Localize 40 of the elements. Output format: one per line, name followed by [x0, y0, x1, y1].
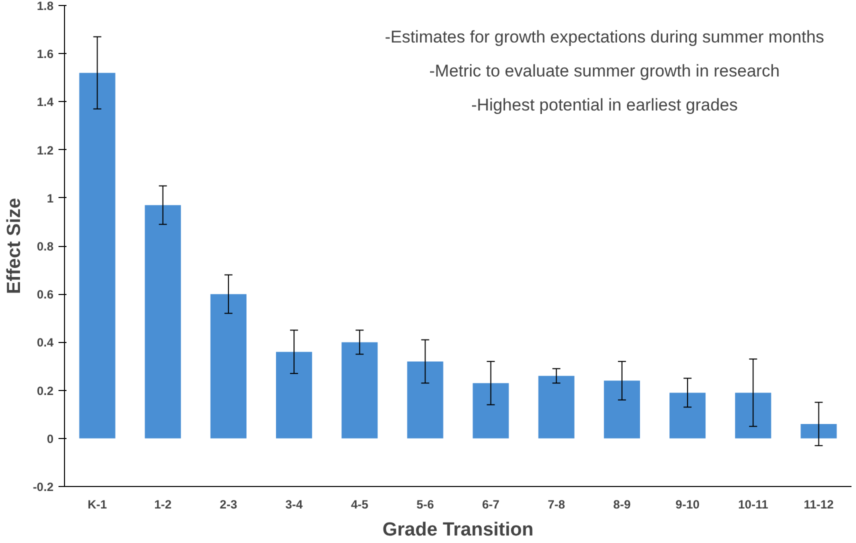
y-tick-label: 0.2	[36, 384, 54, 398]
bar	[210, 294, 246, 438]
bar	[472, 383, 509, 438]
bar	[276, 352, 312, 438]
y-tick-label: 0.8	[36, 240, 54, 254]
y-axis-title: Effect Size	[4, 198, 25, 294]
x-tick-label: 11-12	[804, 498, 834, 512]
y-tick-label: 1.4	[36, 95, 54, 110]
x-tick-label: 8-9	[613, 498, 631, 512]
y-tick-label: 1.8	[36, 0, 54, 13]
bar	[79, 72, 116, 438]
bar	[538, 376, 574, 438]
x-tick-label: 2-3	[220, 498, 238, 512]
x-tick-label: 5-6	[416, 498, 434, 512]
bar	[604, 380, 640, 438]
x-tick-label: 1-2	[154, 498, 172, 512]
bar	[735, 392, 772, 438]
annotation: -Highest potential in earliest grades	[471, 96, 738, 114]
bar	[342, 342, 378, 438]
y-tick-label: 1.6	[36, 47, 54, 62]
x-tick-label: 9-10	[676, 498, 700, 512]
bar	[144, 205, 181, 438]
y-tick-label: 0.4	[36, 336, 54, 350]
y-tick-label: -0.2	[32, 480, 54, 494]
bar	[800, 424, 837, 438]
y-tick-label: 0.6	[36, 288, 54, 302]
x-tick-label: 3-4	[285, 498, 304, 512]
bar	[670, 392, 706, 438]
x-tick-label: K-1	[88, 498, 108, 512]
bar	[407, 361, 444, 438]
x-tick-label: 10-11	[738, 498, 768, 512]
x-tick-label: 7-8	[548, 498, 566, 512]
x-tick-label: 6-7	[482, 498, 500, 512]
y-tick-label: 0	[46, 432, 54, 446]
y-tick-label: 1	[46, 191, 54, 206]
y-tick-label: 1.2	[36, 143, 54, 158]
annotation: -Metric to evaluate summer growth in research	[429, 62, 780, 80]
x-axis-title: Grade Transition	[382, 520, 534, 540]
annotation: -Estimates for growth expectations during summer months	[384, 28, 824, 46]
x-tick-label: 4-5	[350, 498, 369, 512]
